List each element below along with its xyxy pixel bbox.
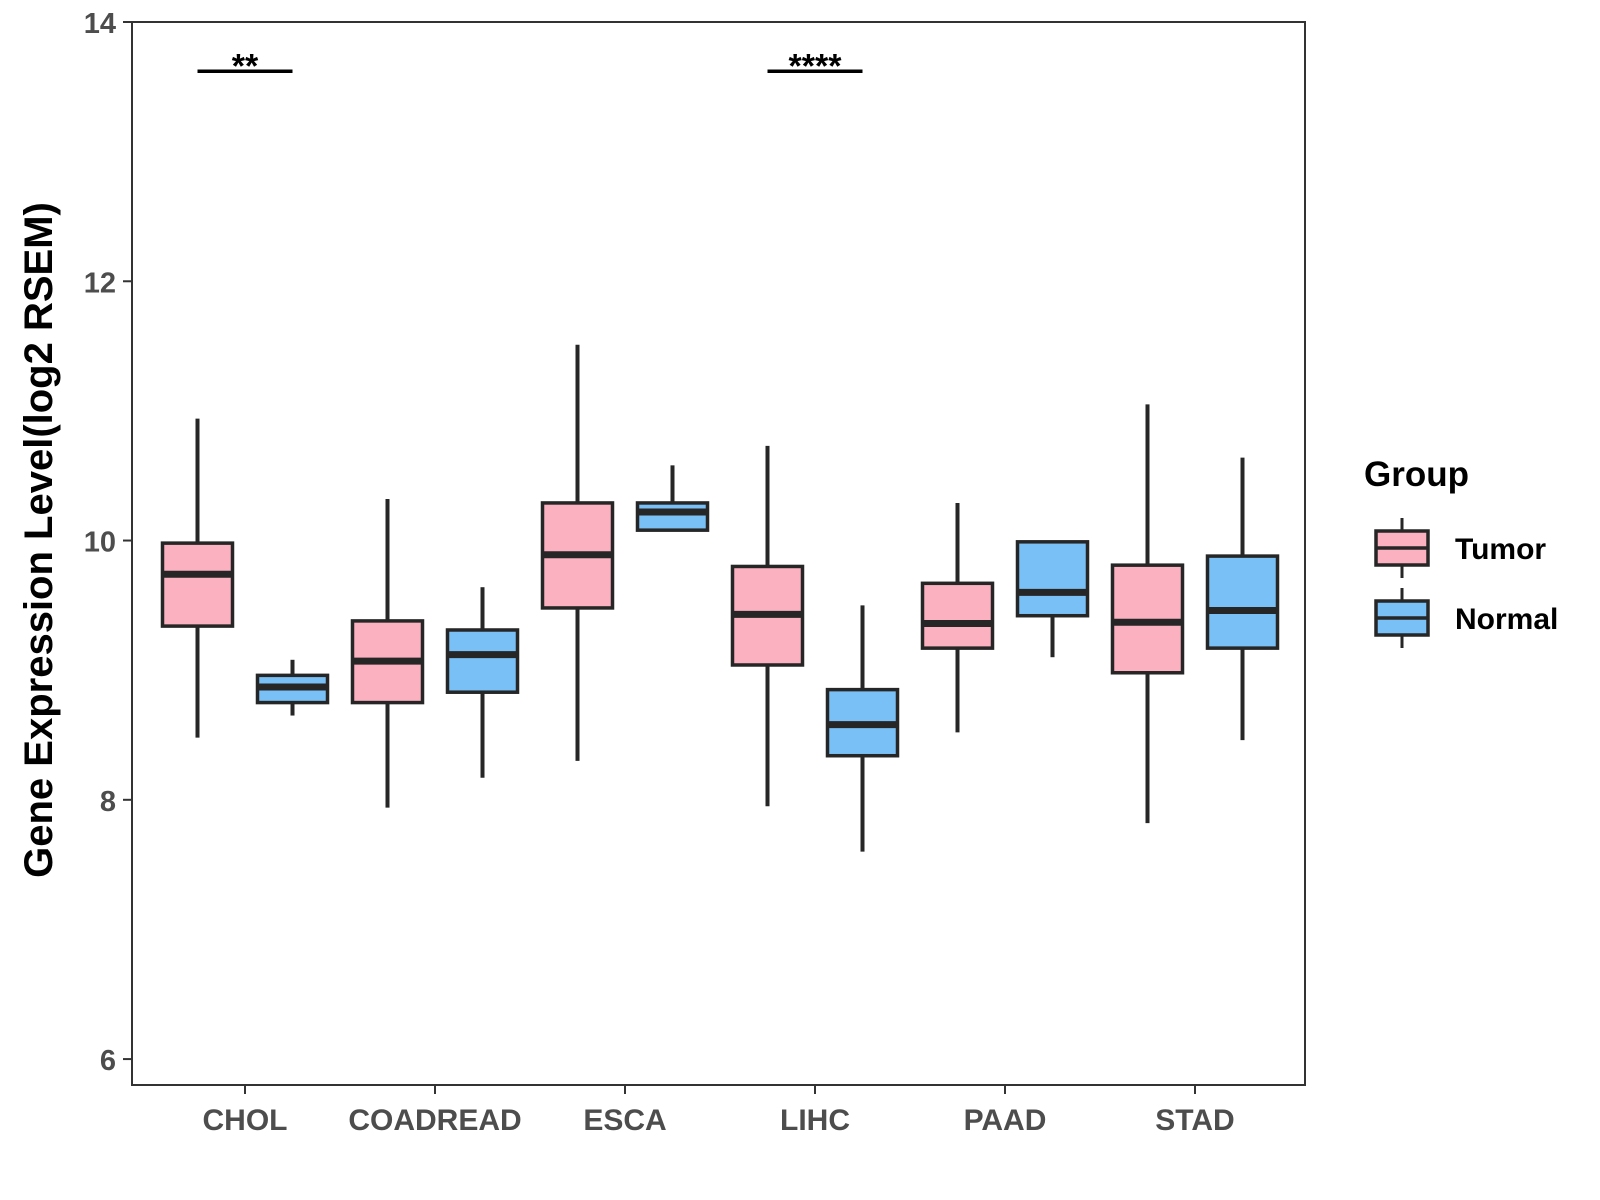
legend-label: Normal <box>1455 603 1558 636</box>
box-normal-stad <box>1205 457 1280 741</box>
box-normal-esca <box>635 465 710 532</box>
iqr-box <box>920 581 995 650</box>
legend-item-tumor: Tumor <box>1374 518 1546 578</box>
y-axis: 6 8 10 12 14 <box>84 8 132 1077</box>
iqr-box <box>445 628 520 694</box>
box-normal-coadread <box>445 587 520 778</box>
series-normal <box>255 457 1280 852</box>
box-tumor-paad <box>920 502 995 733</box>
y-axis-title: Gene Expression Level(log2 RSEM) <box>17 202 61 878</box>
panel-border <box>131 21 1306 1086</box>
box-normal-chol <box>255 659 330 716</box>
x-tick-label: PAAD <box>964 1104 1047 1137</box>
box-tumor-esca <box>540 344 615 761</box>
legend-item-normal: Normal <box>1374 588 1558 648</box>
legend: Group Tumor Normal <box>1364 455 1558 648</box>
box-normal-lihc <box>825 605 900 852</box>
y-tick-label: 12 <box>84 267 116 299</box>
y-tick-label: 8 <box>100 786 116 818</box>
box-tumor-coadread <box>350 499 425 808</box>
significance-annotations: ** **** <box>197 47 863 85</box>
x-tick-label: ESCA <box>583 1104 666 1137</box>
x-tick-label: STAD <box>1155 1104 1234 1137</box>
iqr-box <box>635 501 710 532</box>
iqr-box <box>160 541 235 628</box>
y-tick-label: 14 <box>84 8 116 40</box>
box-tumor-lihc <box>730 445 805 807</box>
x-tick-label: LIHC <box>780 1104 850 1137</box>
x-axis: CHOL COADREAD ESCA LIHC PAAD STAD <box>203 1085 1235 1137</box>
series-tumor <box>160 344 1185 824</box>
iqr-box <box>1015 540 1090 618</box>
x-tick-label: CHOL <box>203 1104 288 1137</box>
significance-label: ** <box>232 47 259 85</box>
box-tumor-chol <box>160 418 235 738</box>
y-tick-label: 6 <box>100 1045 116 1077</box>
significance-label: **** <box>789 47 843 85</box>
box-series <box>160 344 1280 852</box>
plot-panel <box>131 21 1306 1086</box>
legend-label: Tumor <box>1455 533 1546 566</box>
box-normal-paad <box>1015 540 1090 658</box>
iqr-box <box>1205 554 1280 650</box>
box-tumor-stad <box>1110 404 1185 824</box>
x-tick-label: COADREAD <box>348 1104 521 1137</box>
y-tick-label: 10 <box>84 527 116 559</box>
legend-title: Group <box>1364 455 1469 494</box>
significance-lihc: **** <box>767 47 863 85</box>
significance-chol: ** <box>197 47 293 85</box>
